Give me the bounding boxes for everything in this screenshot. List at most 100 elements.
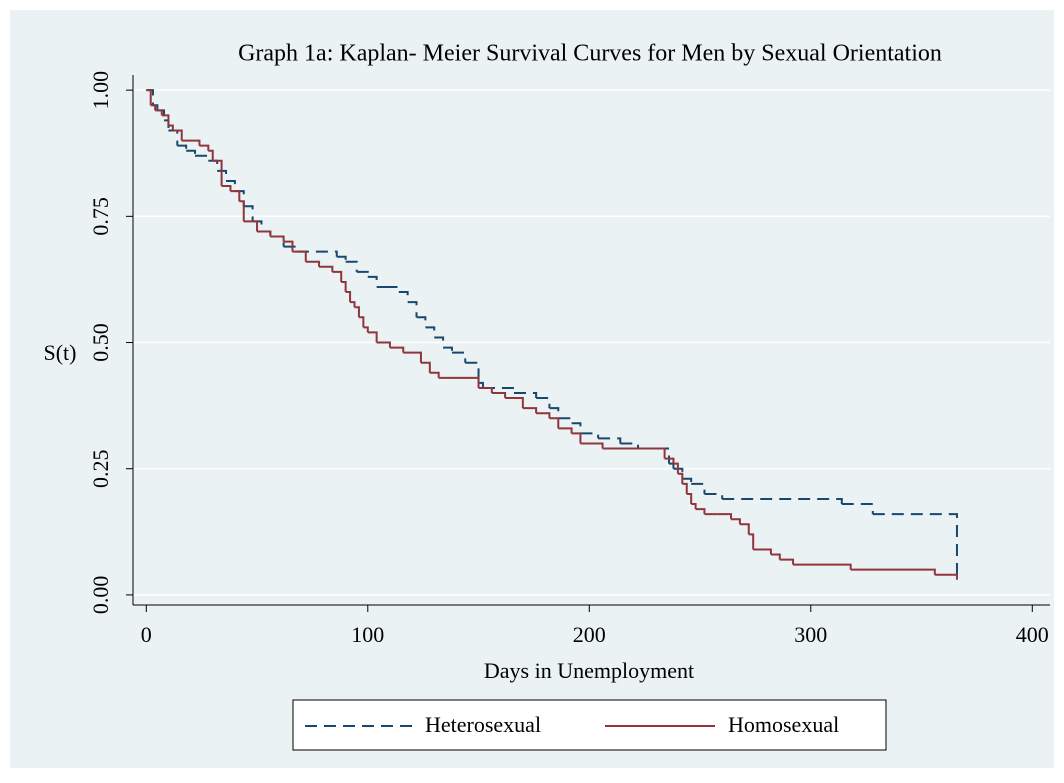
y-axis-label: S(t) (44, 340, 77, 365)
survival-step (161, 114, 170, 126)
survival-step (385, 286, 400, 293)
survival-step (341, 280, 347, 293)
survival-step (181, 139, 201, 146)
survival-step (243, 205, 254, 222)
survival-step (620, 442, 640, 449)
survival-step (407, 301, 418, 318)
survival-step (731, 518, 741, 525)
survival-step (841, 503, 874, 515)
survival-step (354, 306, 360, 318)
survival-step (952, 573, 958, 580)
survival-step (425, 326, 436, 338)
survival-step (332, 270, 343, 282)
survival-step (356, 270, 369, 277)
y-tick-label: 0.00 (88, 576, 113, 615)
survival-step (691, 503, 697, 510)
survival-step (177, 144, 188, 151)
survival-step (478, 381, 484, 388)
survival-step (686, 492, 693, 505)
survival-step (779, 558, 795, 565)
x-tick-label: 0 (141, 622, 152, 647)
survival-step (226, 180, 236, 192)
survival-step (217, 169, 228, 181)
survival-step (221, 185, 232, 192)
x-axis-label: Days in Unemployment (484, 658, 694, 683)
survival-step (172, 129, 183, 141)
graph-region (10, 10, 1054, 768)
survival-step (257, 230, 272, 237)
survival-step (491, 392, 507, 399)
survival-step (482, 386, 515, 393)
survival-step (695, 508, 706, 515)
survival-step (212, 159, 223, 187)
survival-step (358, 316, 365, 328)
survival-step (669, 462, 675, 469)
survival-step (296, 250, 338, 257)
survival-step (536, 397, 551, 409)
survival-step (367, 331, 378, 343)
survival-step (505, 397, 524, 409)
survival-step (522, 407, 538, 414)
legend-label: Homosexual (728, 712, 839, 737)
survival-step (319, 265, 334, 272)
survival-step (580, 432, 600, 439)
survival-step (872, 513, 958, 580)
survival-step (434, 336, 445, 348)
chart-title: Graph 1a: Kaplan- Meier Survival Curves … (238, 41, 942, 67)
survival-step (336, 255, 347, 262)
survival-step (345, 291, 352, 303)
survival-step (230, 190, 241, 202)
survival-step (602, 447, 666, 459)
survival-step (673, 462, 679, 474)
survival-step (793, 563, 852, 570)
survival-step (403, 351, 422, 363)
survival-step (451, 351, 467, 363)
survival-step (691, 482, 706, 494)
survival-step (305, 260, 321, 267)
survival-step (350, 301, 356, 308)
survival-step (558, 417, 573, 424)
survival-step (598, 437, 622, 444)
survival-step (513, 392, 538, 399)
survival-step (536, 412, 551, 419)
survival-step (704, 492, 724, 499)
x-tick-label: 400 (1016, 622, 1049, 647)
survival-step (571, 422, 582, 434)
survival-step (420, 361, 431, 373)
survival-step (558, 427, 573, 434)
survival-step (682, 477, 693, 484)
survival-step (580, 442, 604, 449)
survival-step (753, 548, 772, 555)
survival-step (571, 432, 582, 444)
survival-step (739, 523, 750, 535)
survival-step (722, 498, 843, 505)
survival-step (283, 245, 298, 252)
survival-step (850, 568, 936, 575)
survival-step (398, 291, 409, 303)
survival-step (549, 407, 560, 419)
survival-step (283, 240, 294, 252)
survival-step (443, 346, 453, 353)
survival-step (478, 386, 493, 393)
y-tick-label: 1.00 (88, 71, 113, 110)
survival-step (146, 89, 152, 106)
survival-step (367, 275, 378, 287)
survival-step (465, 361, 480, 383)
survival-step (376, 341, 391, 348)
survival-step (429, 371, 440, 378)
survival-step (363, 326, 369, 333)
x-tick-label: 300 (794, 622, 827, 647)
survival-step (389, 346, 405, 353)
legend-label: Heterosexual (425, 712, 541, 737)
survival-step (748, 533, 755, 550)
survival-step (770, 553, 781, 560)
survival-step (208, 149, 214, 161)
survival-step (239, 200, 245, 222)
x-tick-label: 100 (351, 622, 384, 647)
survival-step (292, 250, 307, 262)
survival-step (199, 144, 210, 151)
survival-step (168, 124, 174, 131)
x-tick-label: 200 (573, 622, 606, 647)
survival-step (150, 104, 157, 111)
